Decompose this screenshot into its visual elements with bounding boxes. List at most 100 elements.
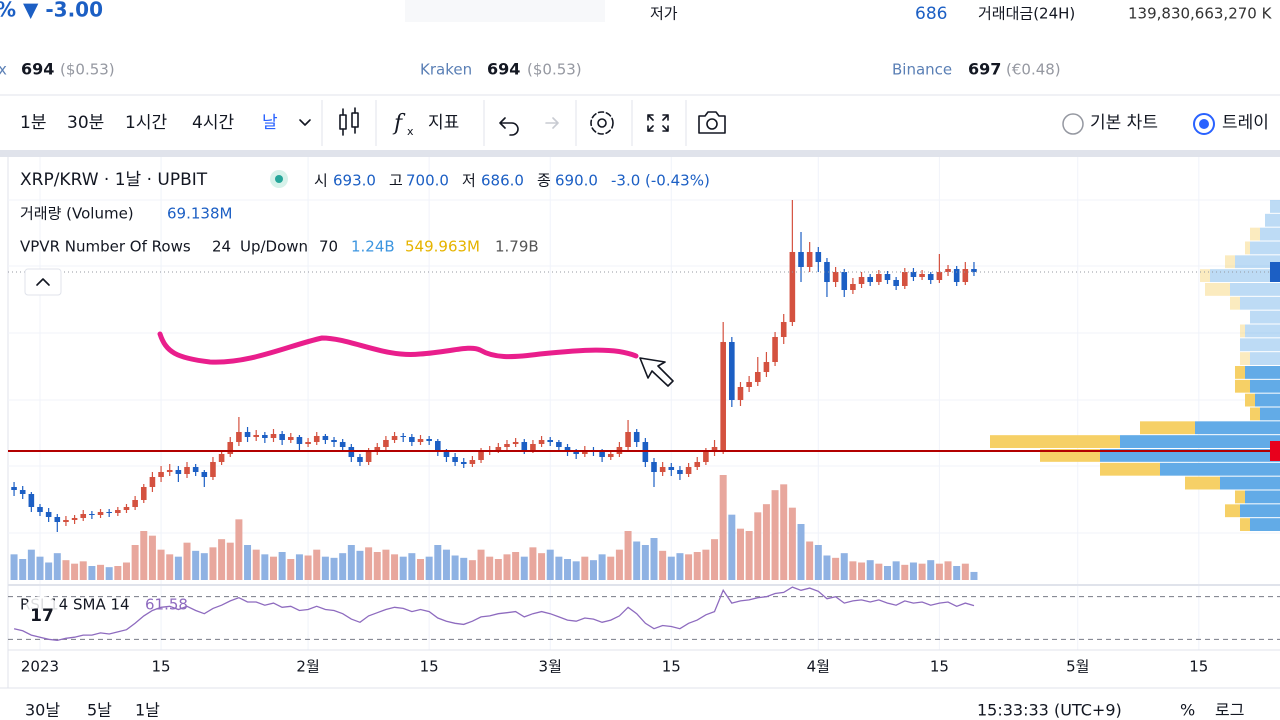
collapse-legend-button[interactable]: [24, 268, 62, 296]
clock: 15:33:33 (UTC+9): [977, 701, 1122, 720]
ohlc-value: 690.0: [555, 172, 598, 190]
volume-bar: [832, 557, 840, 580]
candle-body: [296, 437, 303, 444]
candle-body: [365, 452, 372, 462]
screenshot-button[interactable]: [698, 111, 726, 134]
indicator-icon[interactable]: f: [392, 111, 406, 136]
redo-button[interactable]: [545, 117, 559, 129]
profile-up-bar: [1260, 227, 1280, 241]
interval-dropdown[interactable]: [299, 119, 311, 126]
volume-bar: [659, 550, 667, 580]
ohlc-label: 시: [314, 172, 328, 190]
candle-body: [789, 252, 796, 322]
candle-body: [115, 510, 121, 513]
price-grid: [8, 199, 1280, 534]
volume-bar: [762, 504, 770, 580]
candle-body: [971, 269, 977, 272]
interval-button[interactable]: 30분: [67, 113, 104, 133]
volume-bar: [719, 475, 727, 580]
indicators-button[interactable]: 지표: [428, 113, 459, 133]
profile-down-bar: [1100, 462, 1160, 476]
exchange-sub: ($0.53): [60, 61, 115, 79]
candle-body: [253, 435, 259, 437]
profile-down-bar: [1240, 324, 1245, 338]
exchange-name: Binance: [892, 61, 952, 79]
logo-bg: [22, 596, 62, 636]
volume-bar: [702, 549, 710, 580]
profile-up-bar: [1255, 393, 1280, 407]
volume-bar: [122, 562, 130, 580]
candle-body: [374, 447, 381, 452]
volume-bar: [788, 507, 796, 580]
volume-bar: [252, 549, 260, 580]
range-button[interactable]: 30날: [25, 701, 60, 720]
volume-bar: [373, 552, 381, 580]
profile-up-bar: [1245, 324, 1280, 338]
volume-bar: [244, 545, 252, 580]
candle-body: [28, 494, 35, 507]
range-button[interactable]: 5날: [87, 701, 112, 720]
ohlc-change: -3.0 (-0.43%): [611, 172, 710, 190]
profile-down-bar: [1185, 476, 1220, 490]
volume-bar: [797, 524, 805, 580]
candle-body: [599, 452, 605, 457]
scale-button[interactable]: %: [1180, 701, 1195, 720]
candle-body: [607, 454, 614, 457]
chart-style-icon[interactable]: [339, 107, 359, 136]
scale-button[interactable]: 로그: [1215, 701, 1244, 720]
exchange-price: 694: [21, 60, 54, 79]
freehand-drawing[interactable]: [157, 331, 639, 365]
profile-down-bar: [1240, 518, 1250, 531]
volume-value: 69.138M: [167, 205, 232, 223]
candle-body: [901, 272, 908, 286]
candle-body: [443, 452, 450, 457]
volume-bar: [174, 556, 182, 580]
volume-bar: [961, 563, 969, 580]
candle-body: [305, 442, 311, 444]
settings-button[interactable]: [590, 111, 614, 135]
fullscreen-button[interactable]: [647, 114, 669, 132]
volume-bar: [235, 519, 243, 580]
interval-button[interactable]: 4시간: [192, 113, 234, 133]
volume-bar: [425, 556, 433, 580]
x-tick-label: 3월: [539, 658, 562, 676]
candle-body: [54, 517, 61, 522]
volume-bar: [166, 554, 174, 580]
volume-bar: [434, 545, 442, 580]
symbol: XRP/KRW · 1날 · UPBIT: [20, 170, 208, 190]
logo[interactable]: 17: [30, 606, 54, 626]
undo-button[interactable]: [499, 117, 519, 136]
volume-bar: [823, 555, 831, 580]
low-value: 686: [915, 4, 947, 24]
candle-body: [556, 442, 562, 447]
volume-bar: [901, 564, 909, 580]
candle-body: [521, 442, 528, 450]
candle-body: [564, 447, 571, 452]
interval-button[interactable]: 1시간: [125, 113, 167, 133]
candle-body: [383, 440, 389, 447]
volume-bar: [529, 547, 537, 580]
volume-bar: [564, 559, 572, 580]
volume-bar: [399, 556, 407, 580]
volume-bar: [598, 554, 606, 580]
candle-body: [729, 342, 735, 400]
header-bg: [0, 0, 1280, 96]
volume-bar: [36, 556, 44, 580]
candle-body: [452, 457, 458, 462]
candle-body: [19, 490, 26, 494]
volume-bar: [581, 556, 589, 580]
chart-mode-label[interactable]: 트레이: [1222, 113, 1269, 133]
interval-button-active[interactable]: 날: [262, 113, 278, 133]
radio-button[interactable]: [1062, 113, 1084, 135]
candle-body: [737, 387, 744, 400]
volume-bar: [19, 559, 27, 580]
chart-mode-label[interactable]: 기본 차트: [1090, 113, 1158, 133]
radio-button-selected[interactable]: [1193, 113, 1215, 135]
candle-body: [227, 442, 234, 454]
exchange-sub: ($0.53): [527, 61, 582, 79]
volume-bar: [79, 561, 87, 580]
volume-bar: [944, 561, 952, 580]
interval-button[interactable]: 1분: [20, 113, 46, 133]
candle-body: [123, 507, 130, 510]
range-button[interactable]: 1날: [135, 701, 160, 720]
